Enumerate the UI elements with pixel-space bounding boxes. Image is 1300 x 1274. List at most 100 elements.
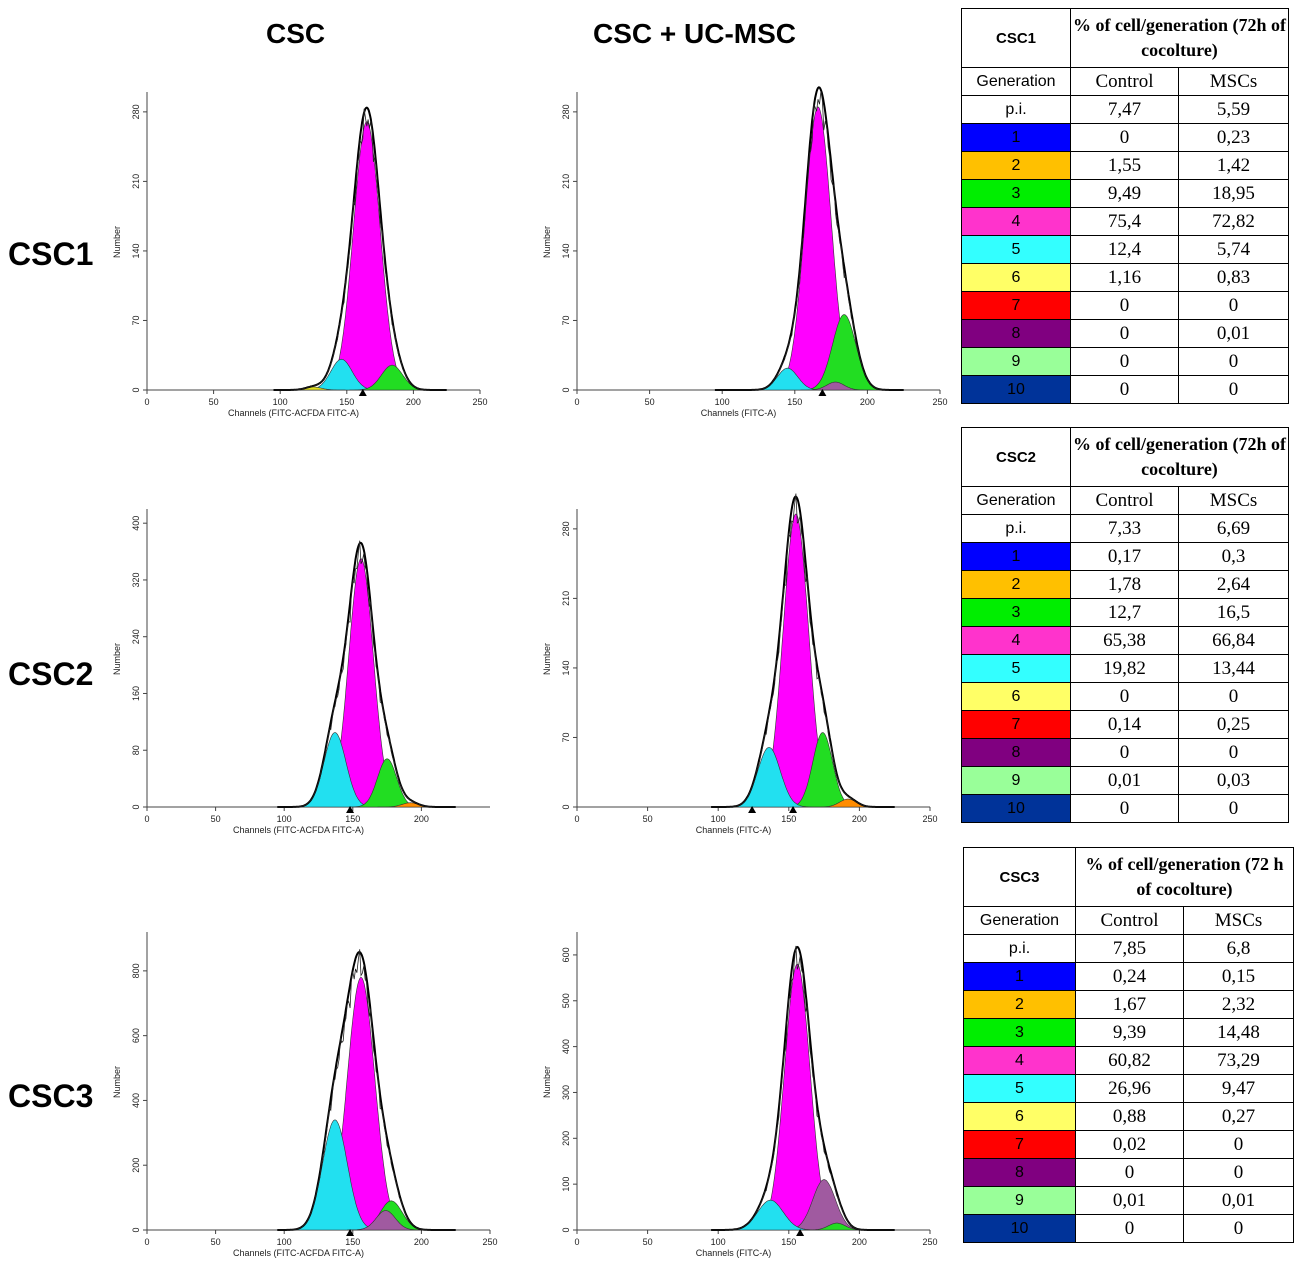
x-tick-label: 100 [277, 1237, 292, 1247]
table-row: 4 65,38 66,84 [961, 626, 1289, 655]
column-title-csc: CSC [266, 18, 326, 49]
y-axis-label: Number [112, 1066, 122, 1098]
msc-value: 0 [1178, 291, 1289, 320]
y-axis-label: Number [542, 643, 552, 675]
generation-cell: 2 [961, 570, 1071, 599]
x-tick-label: 250 [932, 397, 947, 407]
y-tick-label: 400 [561, 1039, 571, 1054]
x-tick-label: 0 [144, 397, 149, 407]
y-tick-label: 0 [131, 804, 141, 809]
control-value: 7,47 [1070, 95, 1179, 124]
table-row: 5 26,96 9,47 [963, 1074, 1294, 1103]
msc-value: 0,3 [1178, 542, 1289, 571]
control-value: 0,88 [1075, 1102, 1184, 1131]
table-sample-name: CSC3 [963, 847, 1076, 907]
y-tick-label: 140 [131, 243, 141, 258]
table-row: 10 0 0 [961, 794, 1289, 823]
msc-value: 0 [1178, 375, 1289, 404]
control-value: 0 [1070, 682, 1179, 711]
table-title: % of cell/generation (72h of cocolture) [1070, 8, 1289, 68]
y-tick-label: 200 [561, 1131, 571, 1146]
control-value: 0 [1070, 794, 1179, 823]
row-title-csc1: CSC1 [8, 236, 94, 272]
generation-cell: 7 [961, 291, 1071, 320]
table-row: 9 0,01 0,01 [963, 1186, 1294, 1215]
table-row: p.i. 7,47 5,59 [961, 95, 1289, 124]
generation-cell: 3 [961, 179, 1071, 208]
msc-value: 6,8 [1183, 934, 1294, 963]
y-tick-label: 0 [561, 1227, 571, 1232]
control-value: 12,7 [1070, 598, 1179, 627]
table-row: 4 75,4 72,82 [961, 207, 1289, 236]
msc-value: 66,84 [1178, 626, 1289, 655]
generation-table-csc2: CSC2% of cell/generation (72h of cocoltu… [961, 427, 1289, 823]
y-tick-label: 210 [561, 174, 571, 189]
table-row: 6 0,88 0,27 [963, 1102, 1294, 1131]
control-value: 7,33 [1070, 514, 1179, 543]
control-value: 9,49 [1070, 179, 1179, 208]
msc-value: 0 [1183, 1130, 1294, 1159]
x-tick-label: 150 [781, 1237, 796, 1247]
table-row: p.i. 7,33 6,69 [961, 514, 1289, 543]
raw-data-trace [711, 493, 895, 808]
generation-cell: 8 [961, 738, 1071, 767]
msc-value: 0,03 [1178, 766, 1289, 795]
x-axis-label: Channels (FITC-A) [696, 825, 772, 835]
generation-table-csc1: CSC1% of cell/generation (72h of cocoltu… [961, 8, 1289, 404]
msc-value: 0 [1183, 1158, 1294, 1187]
histogram-csc2-msc: 0 70 140 210 280 0 50 100 150 200 250 Channels (FIT… [542, 493, 938, 835]
table-row: 1 0,24 0,15 [963, 962, 1294, 991]
y-tick-label: 70 [131, 315, 141, 325]
y-tick-label: 240 [131, 629, 141, 644]
x-tick-label: 50 [211, 814, 221, 824]
control-value: 0 [1075, 1214, 1184, 1243]
y-tick-label: 70 [561, 315, 571, 325]
control-value: 0,02 [1075, 1130, 1184, 1159]
msc-value: 1,42 [1178, 151, 1289, 180]
control-value: 9,39 [1075, 1018, 1184, 1047]
table-row: 8 0 0,01 [961, 319, 1289, 348]
control-value: 19,82 [1070, 654, 1179, 683]
x-tick-label: 200 [860, 397, 875, 407]
msc-value: 16,5 [1178, 598, 1289, 627]
generation-cell: 7 [961, 710, 1071, 739]
msc-value: 9,47 [1183, 1074, 1294, 1103]
y-tick-label: 0 [561, 804, 571, 809]
y-tick-label: 0 [131, 387, 141, 392]
msc-value: 0 [1178, 738, 1289, 767]
y-tick-label: 280 [561, 104, 571, 119]
table-row: 7 0,02 0 [963, 1130, 1294, 1159]
histogram-csc1-control: 0 70 140 210 280 0 50 100 150 200 250 Channels (FIT… [112, 92, 488, 418]
control-value: 65,38 [1070, 626, 1179, 655]
table-row: 6 1,16 0,83 [961, 263, 1289, 292]
msc-value: 0,23 [1178, 123, 1289, 152]
table-row: 2 1,78 2,64 [961, 570, 1289, 599]
raw-data-trace [273, 108, 447, 391]
generation-cell: 10 [963, 1214, 1076, 1243]
table-row: 2 1,55 1,42 [961, 151, 1289, 180]
generation-cell: 1 [961, 123, 1071, 152]
x-axis-label: Channels (FITC-ACFDA FITC-A) [228, 408, 359, 418]
x-tick-label: 50 [211, 1237, 221, 1247]
x-tick-label: 0 [574, 397, 579, 407]
generation-cell: 4 [961, 626, 1071, 655]
generation-peak-8 [347, 1210, 425, 1231]
y-tick-label: 80 [131, 745, 141, 755]
x-tick-label: 100 [711, 1237, 726, 1247]
generation-cell: 5 [963, 1074, 1076, 1103]
y-tick-label: 70 [561, 732, 571, 742]
msc-value: 14,48 [1183, 1018, 1294, 1047]
control-value: 1,16 [1070, 263, 1179, 292]
x-tick-label: 250 [922, 814, 937, 824]
table-row: 5 19,82 13,44 [961, 654, 1289, 683]
y-tick-label: 210 [561, 591, 571, 606]
parent-marker-triangle [796, 1229, 805, 1236]
y-tick-label: 280 [131, 104, 141, 119]
histogram-csc3-control: 0 200 400 600 800 0 50 100 150 200 250 Channels (FI… [112, 932, 498, 1258]
control-value: 12,4 [1070, 235, 1179, 264]
x-axis-label: Channels (FITC-A) [701, 408, 777, 418]
generation-cell: 1 [961, 542, 1071, 571]
